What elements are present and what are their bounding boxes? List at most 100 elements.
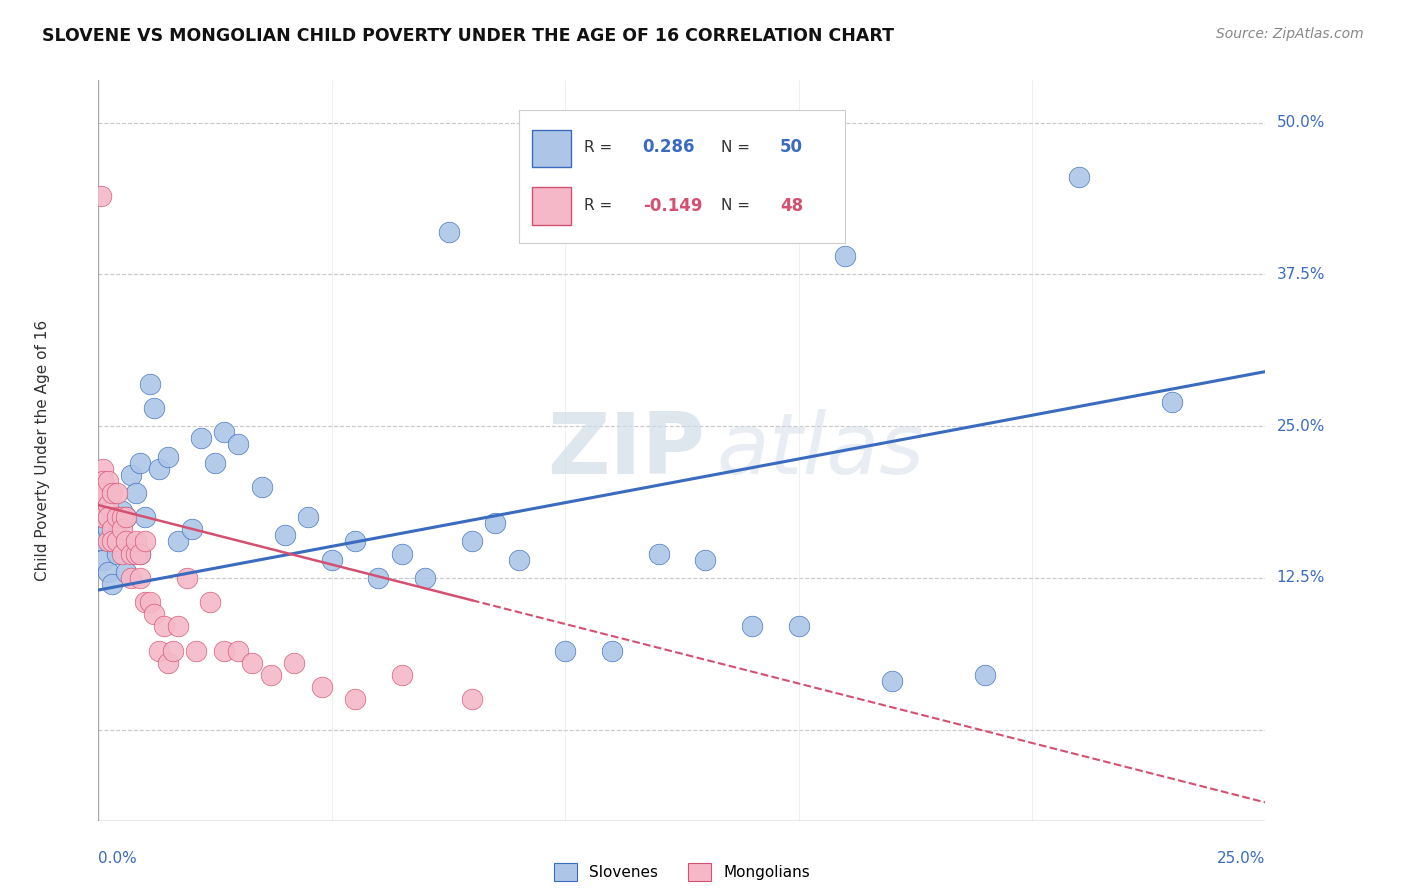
Point bbox=[461, 534, 484, 549]
Point bbox=[162, 644, 184, 658]
Point bbox=[152, 619, 174, 633]
Point bbox=[283, 656, 305, 670]
Point bbox=[129, 547, 152, 561]
Point bbox=[91, 534, 114, 549]
Point bbox=[367, 571, 389, 585]
Point bbox=[1161, 395, 1184, 409]
Point bbox=[97, 498, 120, 512]
Point bbox=[200, 595, 222, 609]
Point bbox=[143, 401, 166, 415]
Point bbox=[297, 510, 319, 524]
Point bbox=[176, 571, 198, 585]
Point bbox=[139, 595, 162, 609]
Point bbox=[834, 249, 856, 263]
Point bbox=[125, 547, 148, 561]
Point bbox=[190, 431, 212, 445]
Point bbox=[101, 577, 124, 591]
Point bbox=[91, 510, 114, 524]
Point bbox=[129, 547, 152, 561]
Point bbox=[105, 528, 128, 542]
Point bbox=[115, 510, 138, 524]
Point bbox=[134, 595, 156, 609]
Text: Child Poverty Under the Age of 16: Child Poverty Under the Age of 16 bbox=[35, 320, 49, 581]
Point bbox=[111, 541, 134, 555]
Point bbox=[111, 522, 134, 536]
Point bbox=[157, 656, 180, 670]
Point bbox=[105, 547, 128, 561]
Point bbox=[125, 486, 148, 500]
Point bbox=[413, 571, 436, 585]
Point bbox=[508, 552, 530, 566]
Point bbox=[344, 692, 367, 706]
Point bbox=[166, 534, 188, 549]
Point bbox=[97, 534, 120, 549]
Point bbox=[461, 692, 484, 706]
Point bbox=[115, 534, 138, 549]
Text: Source: ZipAtlas.com: Source: ZipAtlas.com bbox=[1216, 27, 1364, 41]
Point bbox=[115, 565, 138, 579]
Point bbox=[157, 450, 180, 464]
Point bbox=[143, 607, 166, 622]
Point bbox=[484, 516, 506, 531]
Point bbox=[97, 474, 120, 488]
Point bbox=[120, 571, 142, 585]
Point bbox=[214, 425, 236, 440]
Point bbox=[115, 510, 138, 524]
Point bbox=[391, 668, 413, 682]
Text: SLOVENE VS MONGOLIAN CHILD POVERTY UNDER THE AGE OF 16 CORRELATION CHART: SLOVENE VS MONGOLIAN CHILD POVERTY UNDER… bbox=[42, 27, 894, 45]
Point bbox=[134, 510, 156, 524]
Point bbox=[695, 552, 717, 566]
Point bbox=[880, 674, 903, 689]
Point bbox=[391, 547, 413, 561]
Point bbox=[344, 534, 367, 549]
Point bbox=[600, 644, 623, 658]
Point bbox=[91, 474, 114, 488]
Point bbox=[105, 534, 128, 549]
Text: 50.0%: 50.0% bbox=[1277, 115, 1324, 130]
Point bbox=[120, 547, 142, 561]
Point bbox=[250, 480, 273, 494]
Text: 25.0%: 25.0% bbox=[1218, 851, 1265, 866]
Point bbox=[228, 437, 250, 451]
Point bbox=[228, 644, 250, 658]
Point bbox=[204, 456, 226, 470]
Point bbox=[101, 522, 124, 536]
Point bbox=[260, 668, 283, 682]
Point bbox=[105, 510, 128, 524]
Point bbox=[166, 619, 188, 633]
Point bbox=[554, 644, 576, 658]
Point bbox=[91, 461, 114, 475]
Point bbox=[180, 522, 202, 536]
Point bbox=[111, 510, 134, 524]
Point bbox=[125, 534, 148, 549]
Point bbox=[134, 534, 156, 549]
Text: atlas: atlas bbox=[717, 409, 925, 492]
Point bbox=[90, 188, 112, 202]
Text: 25.0%: 25.0% bbox=[1277, 418, 1324, 434]
Point bbox=[101, 486, 124, 500]
Point bbox=[139, 376, 162, 391]
Point bbox=[91, 486, 114, 500]
Point bbox=[120, 467, 142, 482]
Legend: Slovenes, Mongolians: Slovenes, Mongolians bbox=[547, 856, 817, 888]
Point bbox=[129, 571, 152, 585]
Point bbox=[647, 547, 669, 561]
Point bbox=[311, 680, 333, 694]
Point bbox=[129, 456, 152, 470]
Point bbox=[974, 668, 997, 682]
Point bbox=[97, 522, 120, 536]
Point bbox=[274, 528, 297, 542]
Point bbox=[97, 565, 120, 579]
Point bbox=[101, 516, 124, 531]
Point bbox=[111, 547, 134, 561]
Text: 0.0%: 0.0% bbox=[98, 851, 138, 866]
Point bbox=[90, 486, 112, 500]
Point bbox=[741, 619, 763, 633]
Point bbox=[111, 504, 134, 518]
Text: 37.5%: 37.5% bbox=[1277, 267, 1324, 282]
Point bbox=[97, 510, 120, 524]
Point bbox=[242, 656, 264, 670]
Point bbox=[787, 619, 810, 633]
Point bbox=[105, 486, 128, 500]
Text: ZIP: ZIP bbox=[547, 409, 706, 492]
